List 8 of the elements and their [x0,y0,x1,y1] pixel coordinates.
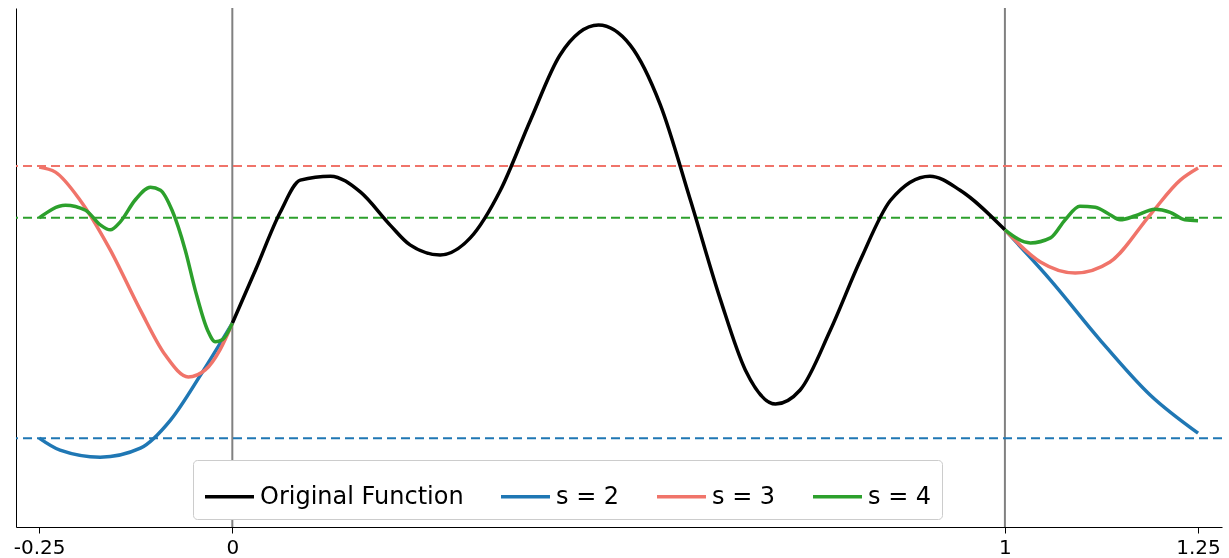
x-tick-label: 1.25 [1176,534,1221,558]
legend-label: Original Function [260,481,464,510]
legend-label: s = 4 [868,481,932,510]
x-tick-label: -0.25 [13,534,66,558]
legend-label: s = 2 [556,481,620,510]
x-tick-label: 1 [999,534,1012,558]
x-tick-label: 0 [226,534,240,558]
legend-label: s = 3 [712,481,776,510]
